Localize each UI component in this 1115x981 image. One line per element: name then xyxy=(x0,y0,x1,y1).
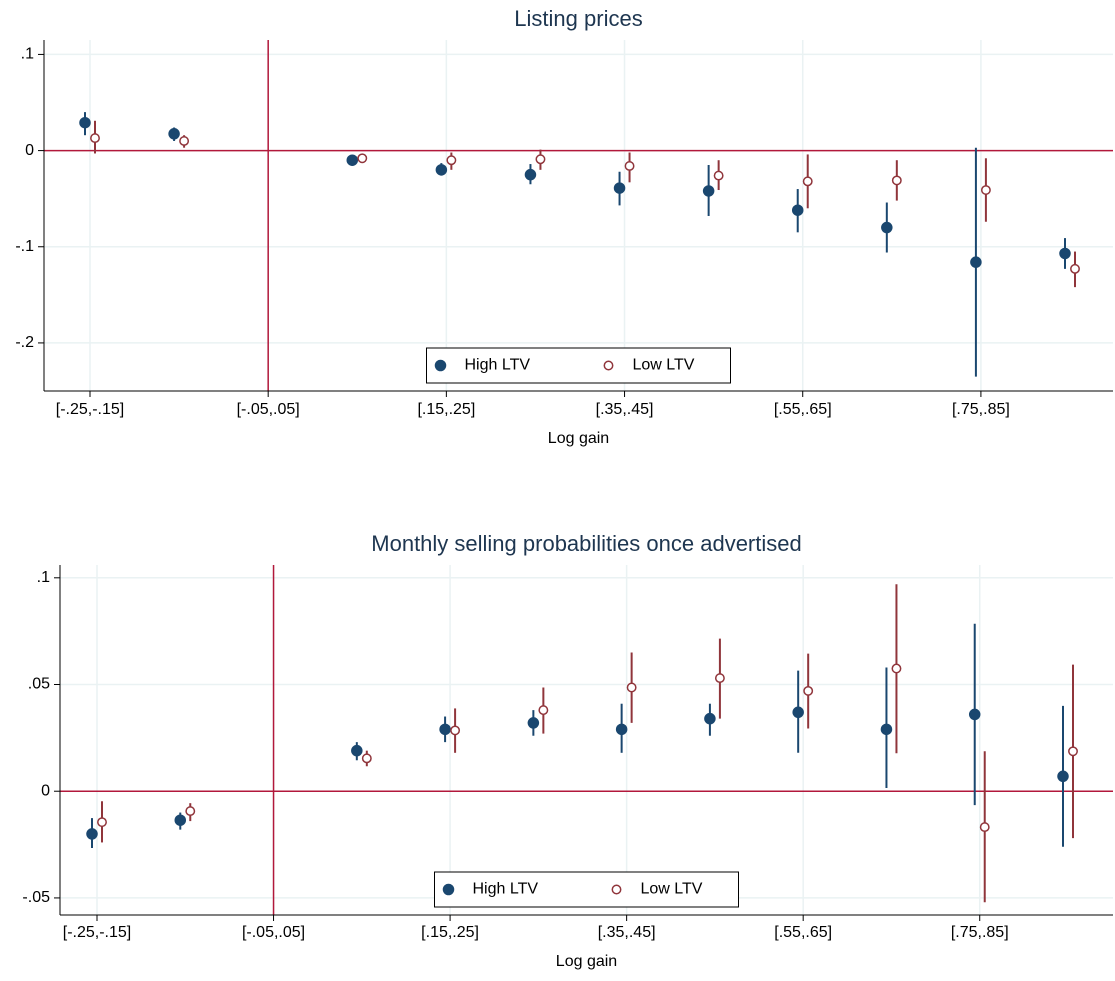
point xyxy=(803,685,814,696)
x-tick-label: [-.05,.05] xyxy=(242,924,305,941)
point xyxy=(891,175,902,186)
point xyxy=(435,164,448,176)
legend-marker xyxy=(434,359,447,372)
panel: Listing prices .1 0 -.1 -.2 [-.25,-.15] [-.05,… xyxy=(15,6,1113,447)
point xyxy=(970,256,982,268)
legend-marker xyxy=(611,884,622,895)
x-tick-label: [-.05,.05] xyxy=(237,401,300,418)
point xyxy=(179,136,190,146)
panel: Monthly selling probabilities once adver… xyxy=(22,531,1113,970)
point xyxy=(346,154,359,166)
point xyxy=(97,817,107,828)
point xyxy=(535,154,546,165)
point xyxy=(880,723,893,736)
x-tick-label: [.75,.85] xyxy=(951,924,1009,941)
point xyxy=(90,133,100,144)
point xyxy=(613,182,626,194)
legend-box xyxy=(426,347,731,384)
point xyxy=(980,185,991,195)
y-tick-label: -.05 xyxy=(22,889,50,906)
point xyxy=(791,204,804,216)
chart-title: Monthly selling probabilities once adver… xyxy=(371,531,801,556)
x-tick-label: [-.25,-.15] xyxy=(56,401,124,418)
x-tick-label: [.15,.25] xyxy=(417,401,475,418)
x-axis-label: Log gain xyxy=(548,430,609,447)
y-tick-label: -.1 xyxy=(15,238,34,255)
y-tick-label: 0 xyxy=(25,142,34,159)
point xyxy=(1057,770,1069,783)
legend-label: Low LTV xyxy=(641,881,703,898)
legend-label: Low LTV xyxy=(633,357,695,374)
point xyxy=(361,753,372,764)
point xyxy=(450,725,461,736)
point xyxy=(524,168,537,181)
x-tick-label: [.35,.45] xyxy=(598,924,656,941)
point xyxy=(439,723,451,736)
point xyxy=(538,705,549,716)
point xyxy=(714,673,725,684)
y-tick-label: -.2 xyxy=(15,334,34,351)
legend-label: High LTV xyxy=(465,357,531,374)
point xyxy=(979,822,990,833)
point xyxy=(968,708,981,721)
chart-title: Listing prices xyxy=(514,6,642,31)
point xyxy=(86,828,98,840)
legend-marker xyxy=(603,360,614,371)
x-axis-label: Log gain xyxy=(556,953,617,970)
legend-label: High LTV xyxy=(473,881,539,898)
point xyxy=(615,723,628,736)
point xyxy=(713,170,724,181)
y-tick-label: 0 xyxy=(41,782,50,799)
x-tick-label: [.15,.25] xyxy=(421,924,479,941)
point xyxy=(185,806,196,817)
y-tick-label: .1 xyxy=(21,46,34,63)
point xyxy=(168,128,180,140)
point xyxy=(624,161,635,171)
x-tick-label: [.75,.85] xyxy=(952,401,1010,418)
y-tick-label: .05 xyxy=(28,676,50,693)
point xyxy=(527,717,540,729)
legend-marker xyxy=(442,883,455,896)
point xyxy=(446,155,457,166)
point xyxy=(891,663,902,674)
point xyxy=(802,176,813,187)
x-tick-label: [.35,.45] xyxy=(596,401,654,418)
legend: High LTV Low LTV xyxy=(426,347,731,384)
x-tick-label: [-.25,-.15] xyxy=(63,924,131,941)
x-tick-label: [.55,.65] xyxy=(774,401,832,418)
point xyxy=(1068,746,1078,757)
legend: High LTV Low LTV xyxy=(434,871,739,908)
point xyxy=(357,153,368,164)
point xyxy=(626,682,637,693)
point xyxy=(702,185,715,197)
x-tick-label: [.55,.65] xyxy=(774,924,832,941)
legend-box xyxy=(434,871,739,908)
point xyxy=(1070,263,1080,274)
point xyxy=(79,116,91,129)
point xyxy=(174,814,187,826)
point xyxy=(881,221,893,234)
point xyxy=(1059,247,1071,260)
point xyxy=(792,706,804,719)
point xyxy=(351,744,363,757)
point xyxy=(704,712,716,725)
y-tick-label: .1 xyxy=(37,569,50,586)
